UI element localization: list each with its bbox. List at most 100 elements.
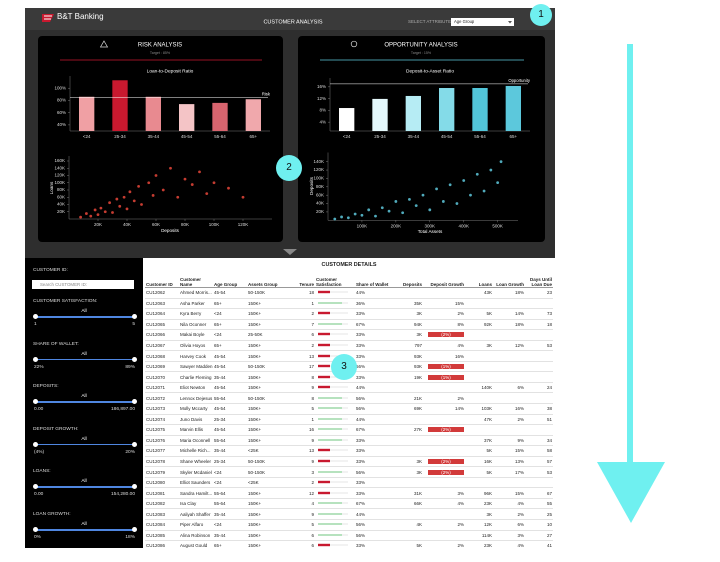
select-value[interactable]: Age Group xyxy=(454,19,475,24)
x-tick-label: 100K xyxy=(357,223,368,228)
column-header: Loan Growth xyxy=(493,272,525,288)
table-row[interactable]: CU12067 Olivia Hoyos 65+ 150K+ 2 33% 797 4% 3K 12… xyxy=(145,340,553,352)
table-cell: Eliot Newton xyxy=(179,382,213,394)
table-cell: 150K+ xyxy=(247,371,293,383)
table-cell: 93K xyxy=(395,350,423,362)
bar xyxy=(472,88,488,131)
table-row[interactable]: CU12085 Alina Robinson 35-44 150K+ 6 56% 114K 3… xyxy=(145,530,553,542)
slider-handle[interactable] xyxy=(33,484,38,490)
table-row[interactable]: CU12064 Kyra Berry <24 150K+ 2 33% 3K 2% 5K 14% 73 xyxy=(145,308,553,320)
table-cell: 33% xyxy=(355,540,395,548)
satisfaction-bar xyxy=(318,523,342,525)
column-header: Customer ID xyxy=(145,272,179,288)
select-caret[interactable] xyxy=(508,21,512,24)
empty-cell xyxy=(525,371,553,383)
table-row[interactable]: CU12070 Charlie Fleming 35-44 150K+ 8 33% 19K (… xyxy=(145,371,553,383)
table-row[interactable]: CU12069 Sawyer Madden 45-54 50-150K 17 56% 93K… xyxy=(145,361,553,373)
panel-subtitle: Target : 85% xyxy=(150,51,171,55)
scatter-point xyxy=(227,186,230,190)
slider-handle[interactable] xyxy=(132,527,137,532)
slider-handle[interactable] xyxy=(33,314,38,319)
slider-handle[interactable] xyxy=(33,399,38,405)
table-cell: <24 xyxy=(213,329,247,341)
slider-handle[interactable] xyxy=(33,441,38,447)
y-tick-label: 120K xyxy=(54,173,65,178)
table-cell: 150K+ xyxy=(247,414,293,426)
scatter-point xyxy=(190,183,194,186)
table-cell: 44% xyxy=(355,287,395,299)
table-cell: <25K xyxy=(247,477,293,489)
satisfaction-bar xyxy=(318,449,330,452)
satisfaction-gauge xyxy=(318,459,348,463)
slider-handle[interactable] xyxy=(132,314,137,319)
column-header: Days Until Loan Due xyxy=(525,272,553,288)
slider-handle[interactable] xyxy=(132,441,137,447)
scatter-point xyxy=(241,195,245,199)
satisfaction-bar xyxy=(318,354,330,357)
table-row[interactable]: CU12062 Ahmed Morris... 45-54 50-150K 18 44% 4… xyxy=(145,287,553,299)
annotation-marker: 1 xyxy=(530,4,552,26)
x-tick-label: 200K xyxy=(391,223,402,228)
slider-handle[interactable] xyxy=(132,356,137,362)
satisfaction-bar xyxy=(318,439,342,441)
table-cell: Sandra Hamilt... xyxy=(179,487,213,499)
table-row[interactable]: CU12079 Skyler Mcdaniel <24 50-150K 3 56% 3K (2… xyxy=(145,466,553,478)
range-slider[interactable] xyxy=(33,314,137,319)
range-slider[interactable] xyxy=(33,356,137,362)
bar xyxy=(112,80,128,131)
slider-handle[interactable] xyxy=(33,356,38,362)
table-row[interactable]: CU12075 Marvin Ellis 45-54 150K+ 16 67% 27K (2%… xyxy=(145,424,553,436)
table-cell: 17% xyxy=(493,466,525,478)
scatter-point xyxy=(441,200,445,203)
table-cell: 1 xyxy=(293,298,315,310)
slider-handle[interactable] xyxy=(33,527,38,532)
table-row[interactable]: CU12082 Isa Clay 55-64 150K+ 4 67% 66K 4% 23K 4% 5… xyxy=(145,498,553,510)
table-row[interactable]: CU12083 Aaliyah Shaffer 35-44 150K+ 9 44% 3K 2%… xyxy=(145,508,553,521)
select-box[interactable] xyxy=(451,18,514,26)
negative-growth: (2%) xyxy=(428,469,464,475)
table-row[interactable]: CU12071 Eliot Newton 45-54 150K+ 9 44% 140K 6% 2… xyxy=(145,382,553,394)
empty-cell xyxy=(465,371,493,383)
table-row[interactable]: CU12086 August Gould 65+ 150K+ 6 33% 5K 2% 23K 4%… xyxy=(145,540,553,548)
collapse-toggle[interactable] xyxy=(283,249,297,255)
search-box[interactable]: Search CUSTOMER ID: xyxy=(32,280,134,289)
y-tick-label: 60% xyxy=(57,110,66,115)
y-tick-label: 160K xyxy=(54,158,65,163)
range-slider[interactable] xyxy=(33,527,137,532)
filter-label: CUSTOMER ID: xyxy=(33,268,68,273)
table-cell: 7 xyxy=(293,319,315,331)
table-row[interactable]: CU12072 Lennox Dejesus 55-64 50-150K 8 56% 21K… xyxy=(145,392,553,404)
table-row[interactable]: CU12073 Molly Mccarty 45-54 150K+ 5 56% 69K 14%… xyxy=(145,403,553,415)
filter-min: 0.00 xyxy=(34,492,44,498)
satisfaction-cell xyxy=(315,329,355,341)
table-row[interactable]: CU12074 Juno Davis 25-34 150K+ 1 44% 47K 2% 51 xyxy=(145,414,553,426)
slider-handle[interactable] xyxy=(132,484,137,490)
x-tick-label: 55-64 xyxy=(214,134,226,139)
table-row[interactable]: CU12081 Sandra Hamilt... 55-64 150K+ 12 33% 31… xyxy=(145,487,553,499)
annotation-marker: 2 xyxy=(276,155,302,181)
scatter-point xyxy=(132,199,136,203)
table-row[interactable]: CU12080 Elliot Saunders <24 <25K 2 33% xyxy=(145,477,553,489)
table-cell: Charlie Fleming xyxy=(179,371,213,383)
range-slider[interactable] xyxy=(33,484,137,490)
satisfaction-bar xyxy=(318,343,330,347)
y-tick-label: 60K xyxy=(57,194,65,199)
table-row[interactable]: CU12065 Nila Oconner 65+ 150K+ 7 67% 94K 8% 92K 1… xyxy=(145,319,553,331)
table-cell: 44% xyxy=(355,382,395,394)
range-slider[interactable] xyxy=(33,441,137,447)
table-row[interactable]: CU12077 Michelle Rich... 35-44 <25K 13 33% 5K 1… xyxy=(145,445,553,457)
table-row[interactable]: CU12066 Makai Boyle <24 25-50K 6 33% 3K (2%) xyxy=(145,329,553,341)
table-cell: 150K+ xyxy=(247,519,293,531)
empty-cell xyxy=(493,361,525,373)
scatter-point xyxy=(475,172,479,176)
empty-cell xyxy=(465,477,493,489)
range-slider[interactable] xyxy=(33,399,137,405)
table-row[interactable]: CU12076 Maria Oconnell 55-64 150K+ 9 33% 37K 9%… xyxy=(145,435,553,447)
table-row[interactable]: CU12063 Asha Parker 65+ 150K+ 1 36% 35K 15% xyxy=(145,298,553,310)
table-row[interactable]: CU12078 Shane Wheeler 25-34 50-150K 9 33% 3K (2… xyxy=(145,456,553,468)
table-cell: CU12084 xyxy=(145,519,179,531)
satisfaction-cell xyxy=(315,382,355,394)
table-cell: 33% xyxy=(355,350,395,362)
table-row[interactable]: CU12084 Piper Alfaro <24 150K+ 5 56% 4K 2% 12K 6%… xyxy=(145,519,553,531)
slider-handle[interactable] xyxy=(132,399,137,405)
